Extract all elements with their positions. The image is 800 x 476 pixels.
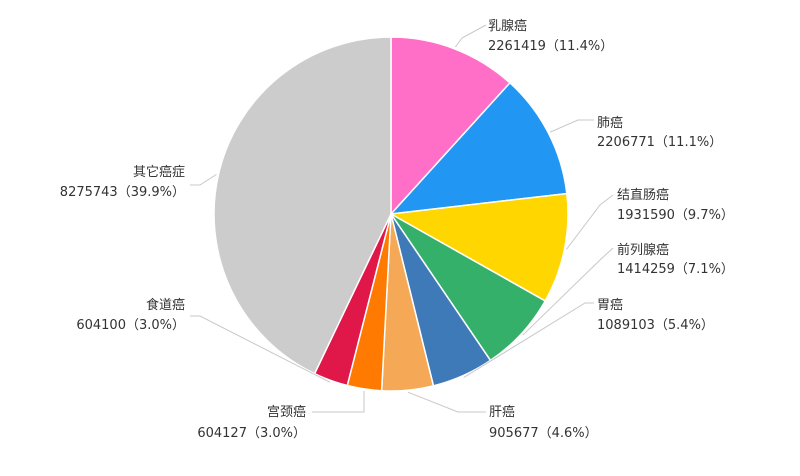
slice-prostate-leader — [522, 247, 614, 336]
slice-stomach-leader — [463, 302, 594, 378]
label-lung-value: 2206771（11.1%） — [597, 135, 722, 150]
label-breast-name: 乳腺癌 — [488, 18, 527, 34]
label-lung-name: 肺癌 — [597, 115, 623, 131]
label-colorectal-name: 结直肠癌 — [617, 187, 669, 203]
pie-slices — [213, 36, 569, 392]
label-esophageal-value: 604100（3.0%） — [76, 318, 185, 333]
label-prostate-name: 前列腺癌 — [617, 242, 669, 258]
label-stomach-name: 胃癌 — [597, 297, 623, 313]
label-liver-value: 905677（4.6%） — [489, 426, 598, 441]
slice-colorectal — [388, 192, 569, 302]
label-other-value: 8275743（39.9%） — [60, 185, 185, 200]
slice-colorectal-leader — [566, 194, 614, 250]
slice-liver-leader — [407, 391, 486, 413]
slice-esophageal-leader — [190, 315, 331, 383]
label-stomach-value: 1089103（5.4%） — [597, 318, 714, 333]
label-cervical-name: 宫颈癌 — [267, 404, 306, 420]
slice-other-leader — [190, 173, 217, 186]
leader-lines — [190, 24, 614, 413]
label-breast-value: 2261419（11.4%） — [488, 39, 613, 54]
slice-lung-leader — [549, 119, 594, 133]
slice-breast-leader — [455, 24, 487, 48]
label-other-name: 其它癌症 — [133, 164, 185, 180]
label-esophageal-name: 食道癌 — [146, 297, 185, 313]
label-prostate-value: 1414259（7.1%） — [617, 262, 734, 277]
slice-cervical-leader — [312, 390, 365, 413]
slice-other — [213, 36, 392, 375]
slice-lung — [389, 81, 568, 215]
label-cervical-value: 604127（3.0%） — [197, 426, 306, 441]
slice-breast — [390, 36, 511, 216]
label-colorectal-value: 1931590（9.7%） — [617, 208, 734, 223]
label-liver-name: 肝癌 — [489, 404, 515, 420]
